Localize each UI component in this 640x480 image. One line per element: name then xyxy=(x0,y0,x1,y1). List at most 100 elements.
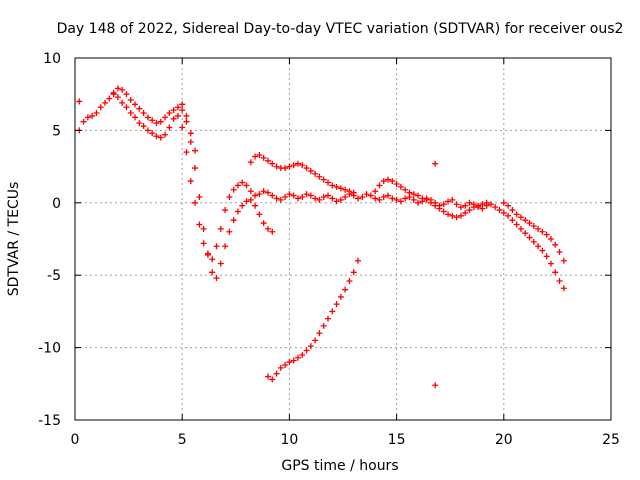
data-point xyxy=(543,231,550,238)
data-point xyxy=(342,194,349,201)
data-point xyxy=(320,176,327,183)
data-point xyxy=(462,202,469,209)
data-point xyxy=(367,192,374,199)
data-point xyxy=(256,211,263,218)
data-point xyxy=(303,347,310,354)
data-point xyxy=(307,192,314,199)
data-point xyxy=(380,194,387,201)
data-point xyxy=(376,196,383,203)
data-point xyxy=(423,196,430,203)
data-point xyxy=(290,162,297,169)
data-point xyxy=(243,198,250,205)
data-point xyxy=(286,191,293,198)
data-point xyxy=(552,269,559,276)
data-point xyxy=(342,286,349,293)
data-point xyxy=(526,234,533,241)
data-point xyxy=(539,247,546,254)
data-point xyxy=(333,198,340,205)
data-point xyxy=(286,163,293,170)
data-point xyxy=(89,112,96,119)
data-point xyxy=(479,201,486,208)
data-point xyxy=(277,196,284,203)
data-point xyxy=(260,188,267,195)
data-point xyxy=(560,285,567,292)
data-point xyxy=(410,196,417,203)
data-point xyxy=(372,188,379,195)
data-point xyxy=(179,124,186,131)
x-tick-label: 0 xyxy=(71,432,80,448)
series-upper-arc xyxy=(110,85,199,154)
data-point xyxy=(312,170,319,177)
data-point xyxy=(290,192,297,199)
series-mid-arc xyxy=(372,176,490,221)
grid xyxy=(75,58,611,420)
data-point xyxy=(517,225,524,232)
data-point xyxy=(187,130,194,137)
data-point xyxy=(440,201,447,208)
data-point xyxy=(136,105,143,112)
data-point xyxy=(299,351,306,358)
data-point xyxy=(179,107,186,114)
data-point xyxy=(192,165,199,172)
data-point xyxy=(346,188,353,195)
x-tick-label: 20 xyxy=(495,432,513,448)
data-point xyxy=(363,191,370,198)
data-point xyxy=(157,118,164,125)
x-tick-label: 25 xyxy=(602,432,620,448)
data-point xyxy=(294,195,301,202)
data-point xyxy=(106,95,113,102)
data-point xyxy=(530,222,537,229)
data-point xyxy=(290,357,297,364)
data-point xyxy=(200,225,207,232)
data-point xyxy=(535,225,542,232)
data-point xyxy=(264,189,271,196)
data-point xyxy=(385,176,392,183)
data-point xyxy=(196,221,203,228)
y-tick-label: -15 xyxy=(38,413,61,429)
data-point xyxy=(269,376,276,383)
data-point xyxy=(243,182,250,189)
data-point xyxy=(556,277,563,284)
data-point xyxy=(294,354,301,361)
data-point xyxy=(397,198,404,205)
data-point xyxy=(127,110,134,117)
data-point xyxy=(264,373,271,380)
data-point xyxy=(183,112,190,119)
data-point xyxy=(337,293,344,300)
data-point xyxy=(432,202,439,209)
data-point xyxy=(355,257,362,264)
y-tick-label: -10 xyxy=(38,341,61,357)
data-point xyxy=(80,118,87,125)
data-point xyxy=(432,160,439,167)
data-point xyxy=(547,236,554,242)
data-point xyxy=(324,192,331,199)
data-point xyxy=(445,198,452,205)
data-point xyxy=(329,195,336,202)
data-point xyxy=(102,99,109,106)
data-point xyxy=(252,192,259,199)
data-point xyxy=(217,260,224,267)
data-point xyxy=(256,152,263,159)
data-point xyxy=(500,209,507,216)
data-point xyxy=(264,225,271,232)
data-point xyxy=(333,301,340,308)
data-point xyxy=(329,308,336,315)
data-point xyxy=(337,196,344,203)
data-point xyxy=(312,195,319,202)
data-point xyxy=(132,114,139,121)
data-point xyxy=(560,257,567,264)
data-point xyxy=(162,131,169,138)
data-point xyxy=(226,194,233,201)
data-point xyxy=(187,178,194,185)
data-point xyxy=(269,160,276,167)
data-point xyxy=(483,199,490,206)
data-point xyxy=(535,243,542,250)
data-point xyxy=(522,217,529,224)
data-point xyxy=(183,118,190,125)
data-point xyxy=(183,149,190,156)
data-point xyxy=(539,228,546,235)
data-point xyxy=(385,192,392,199)
data-point xyxy=(174,104,181,111)
data-point xyxy=(166,124,173,131)
